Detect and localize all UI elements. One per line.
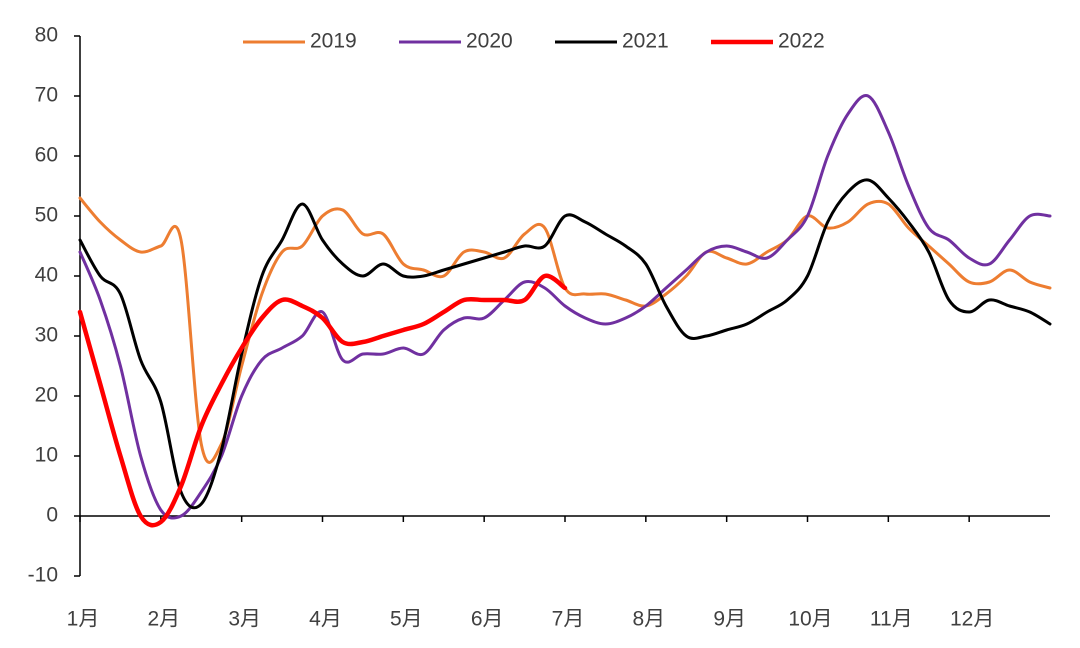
x-tick-label: 7月 <box>552 608 585 631</box>
y-tick-label: 70 <box>35 84 58 107</box>
y-tick-label: 40 <box>35 264 58 287</box>
y-tick-label: 60 <box>35 144 58 167</box>
x-tick-label: 4月 <box>309 608 342 631</box>
y-tick-label: 30 <box>35 324 58 347</box>
x-tick-label: 10月 <box>788 608 832 631</box>
y-tick-label: 50 <box>35 204 58 227</box>
legend-label: 2021 <box>622 30 669 53</box>
x-tick-label: 12月 <box>950 608 994 631</box>
series-line <box>78 196 1052 464</box>
x-tick-label: 5月 <box>390 608 423 631</box>
x-tick-label: 3月 <box>228 608 261 631</box>
y-tick-label: 10 <box>35 444 58 467</box>
x-tick-label: 6月 <box>471 608 504 631</box>
series-line <box>77 273 568 528</box>
y-tick-label: 80 <box>35 24 58 47</box>
y-tick-label: 20 <box>35 384 58 407</box>
y-tick-label: 0 <box>46 504 58 527</box>
legend-label: 2019 <box>310 30 357 53</box>
x-tick-label: 9月 <box>713 608 746 631</box>
x-tick-label: 11月 <box>870 608 913 631</box>
x-tick-label: 1月 <box>67 608 100 631</box>
series-line <box>78 94 1052 520</box>
series-line <box>78 178 1052 510</box>
legend-label: 2022 <box>778 30 825 53</box>
x-tick-label: 8月 <box>632 608 665 631</box>
x-tick-label: 2月 <box>147 608 180 631</box>
legend-label: 2020 <box>466 30 513 53</box>
y-tick-label: -10 <box>28 564 58 587</box>
